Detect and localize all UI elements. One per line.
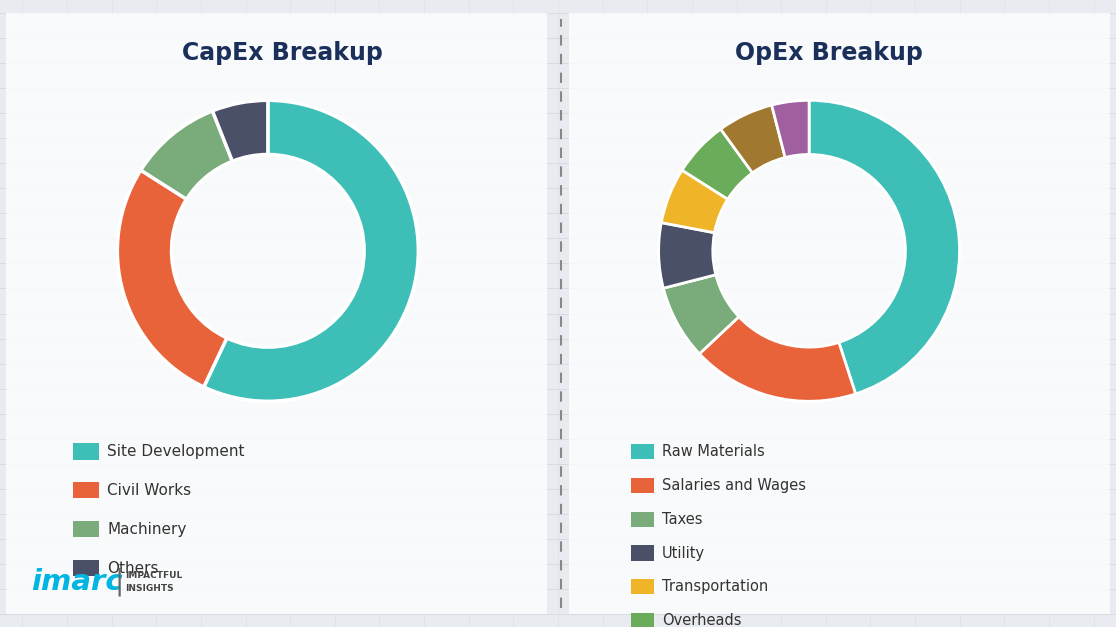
Text: IMPACTFUL: IMPACTFUL bbox=[125, 571, 182, 580]
Wedge shape bbox=[809, 100, 960, 394]
Wedge shape bbox=[204, 100, 418, 401]
Text: OpEx Breakup: OpEx Breakup bbox=[735, 41, 923, 65]
Wedge shape bbox=[658, 223, 715, 288]
Wedge shape bbox=[771, 100, 809, 157]
Wedge shape bbox=[212, 100, 268, 161]
Text: Overheads: Overheads bbox=[662, 613, 741, 627]
Text: Site Development: Site Development bbox=[107, 444, 244, 459]
Wedge shape bbox=[117, 170, 227, 387]
Text: Others: Others bbox=[107, 561, 158, 576]
Text: CapEx Breakup: CapEx Breakup bbox=[182, 41, 383, 65]
Text: INSIGHTS: INSIGHTS bbox=[125, 584, 174, 593]
Text: |: | bbox=[115, 567, 124, 596]
Text: Civil Works: Civil Works bbox=[107, 483, 191, 498]
Wedge shape bbox=[663, 275, 739, 354]
Wedge shape bbox=[721, 105, 786, 173]
Wedge shape bbox=[700, 317, 856, 401]
Text: Utility: Utility bbox=[662, 545, 705, 561]
Text: Raw Materials: Raw Materials bbox=[662, 444, 764, 459]
Text: Transportation: Transportation bbox=[662, 579, 768, 594]
Wedge shape bbox=[141, 111, 232, 199]
Text: imarc: imarc bbox=[31, 568, 123, 596]
Text: Taxes: Taxes bbox=[662, 512, 702, 527]
Wedge shape bbox=[662, 170, 728, 233]
Wedge shape bbox=[682, 129, 752, 199]
Text: Salaries and Wages: Salaries and Wages bbox=[662, 478, 806, 493]
Text: Machinery: Machinery bbox=[107, 522, 186, 537]
